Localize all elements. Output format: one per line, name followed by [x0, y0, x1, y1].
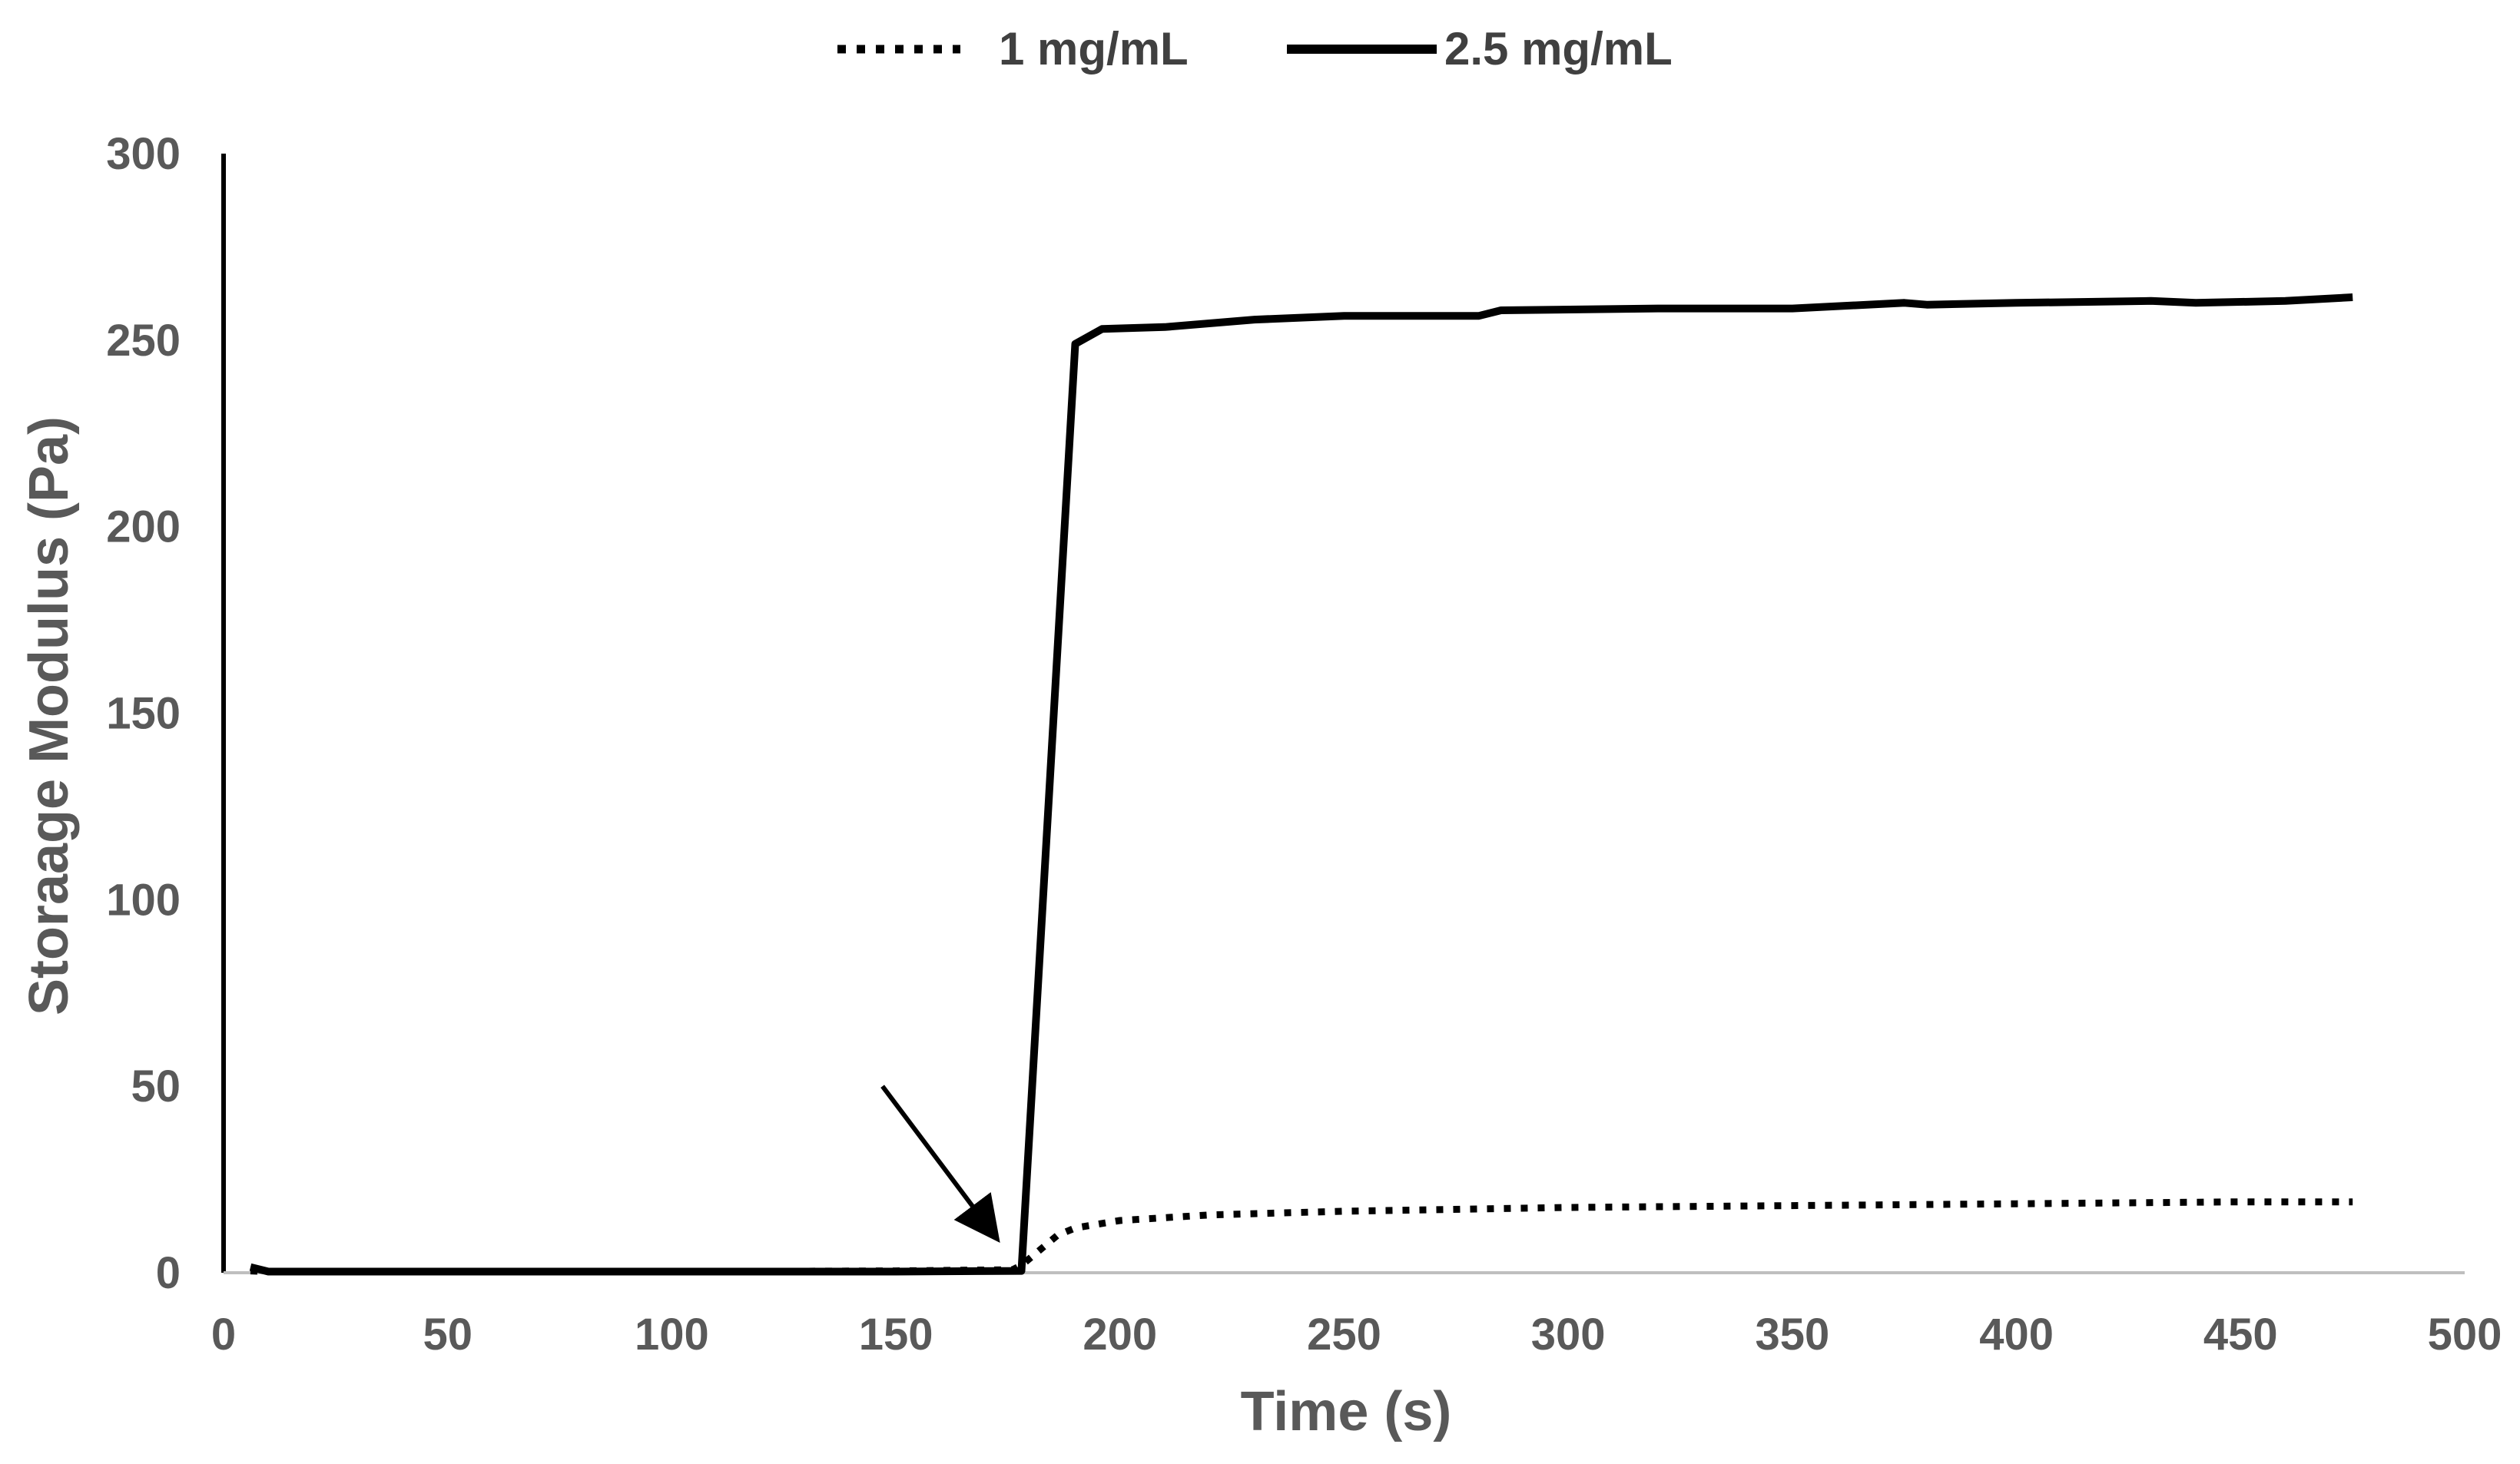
annotations [880, 1085, 1000, 1244]
x-tick-label-100: 100 [635, 1310, 709, 1360]
y-tick-label-250: 250 [106, 316, 181, 366]
x-tick-label-450: 450 [2203, 1310, 2278, 1360]
y-axis-title: Storaage Modulus (Pa) [18, 416, 80, 1015]
y-tick-label-300: 300 [106, 129, 181, 179]
x-tick-label-250: 250 [1307, 1310, 1381, 1360]
y-tick-labels: 0 50 100 150 200 250 300 [106, 129, 181, 1298]
x-tick-label-50: 50 [423, 1310, 472, 1360]
series-line-1-mg-ml [250, 1198, 2353, 1275]
series-line-2-5-mg-ml [249, 293, 2353, 1276]
y-tick-label-0: 0 [156, 1248, 181, 1298]
y-tick-label-50: 50 [131, 1062, 181, 1111]
x-tick-labels: 0 50 100 150 200 250 300 350 400 450 500 [211, 1310, 2502, 1360]
x-tick-label-400: 400 [1979, 1310, 2054, 1360]
x-tick-label-200: 200 [1083, 1310, 1157, 1360]
x-tick-label-350: 350 [1756, 1310, 1830, 1360]
x-tick-label-500: 500 [2428, 1310, 2502, 1360]
y-tick-label-200: 200 [106, 502, 181, 552]
y-tick-label-150: 150 [106, 689, 181, 739]
series-layer [249, 293, 2353, 1276]
legend-label-1-mg-ml: 1 mg/mL [999, 23, 1189, 75]
x-tick-label-150: 150 [859, 1310, 933, 1360]
legend-label-2-5-mg-ml: 2.5 mg/mL [1444, 23, 1673, 75]
y-tick-label-100: 100 [106, 875, 181, 925]
x-axis-title: Time (s) [1241, 1381, 1452, 1442]
x-tick-label-300: 300 [1531, 1310, 1606, 1360]
legend: 1 mg/mL 2.5 mg/mL [837, 23, 1673, 75]
arrow-annotation [880, 1085, 1000, 1244]
x-tick-label-0: 0 [211, 1310, 236, 1360]
axes [221, 154, 2465, 1274]
